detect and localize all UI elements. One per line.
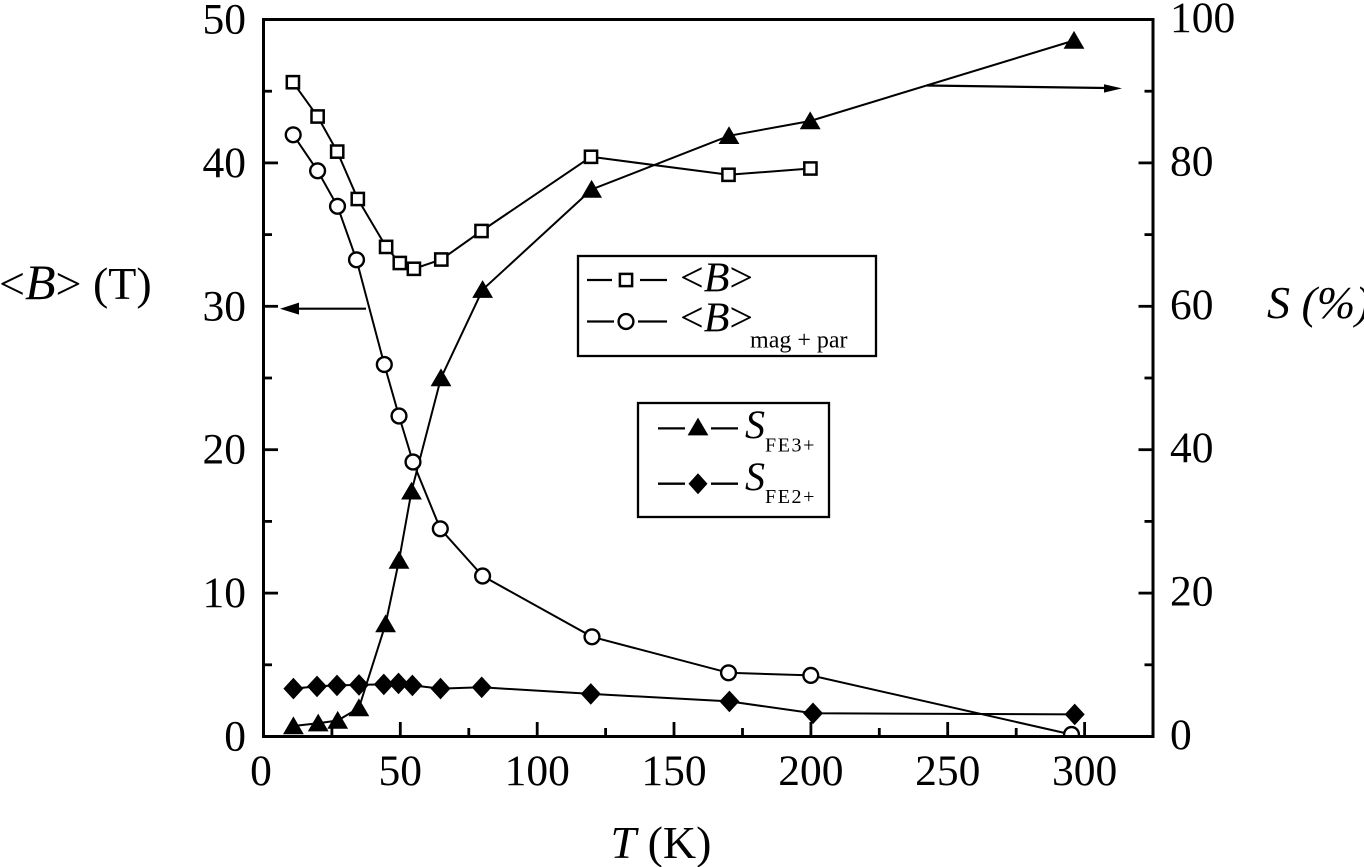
svg-text:10: 10	[203, 569, 247, 617]
svg-text:250: 250	[915, 747, 980, 795]
svg-text:100: 100	[505, 747, 570, 795]
svg-text:50: 50	[203, 0, 247, 44]
svg-text:40: 40	[1170, 424, 1214, 472]
svg-text:<B>: <B>	[680, 256, 753, 302]
svg-text:0: 0	[224, 713, 246, 761]
svg-text:T (K): T (K)	[611, 817, 712, 867]
svg-text:300: 300	[1052, 747, 1117, 795]
svg-text:100: 100	[1170, 0, 1235, 42]
svg-text:150: 150	[641, 747, 706, 795]
svg-text:80: 80	[1170, 137, 1214, 185]
svg-text:<B> (T): <B> (T)	[0, 254, 152, 310]
svg-text:SFE2+: SFE2+	[745, 454, 816, 508]
svg-text:0: 0	[1170, 711, 1192, 759]
svg-text:30: 30	[203, 282, 247, 330]
svg-text:200: 200	[778, 747, 843, 795]
svg-text:40: 40	[203, 139, 247, 187]
svg-text:20: 20	[203, 426, 247, 474]
svg-text:0: 0	[250, 747, 272, 795]
svg-text:SFE3+: SFE3+	[745, 402, 816, 456]
svg-text:20: 20	[1170, 568, 1214, 616]
svg-text:S (%): S (%)	[1267, 277, 1364, 328]
svg-text:50: 50	[379, 747, 423, 795]
svg-text:60: 60	[1170, 281, 1214, 329]
